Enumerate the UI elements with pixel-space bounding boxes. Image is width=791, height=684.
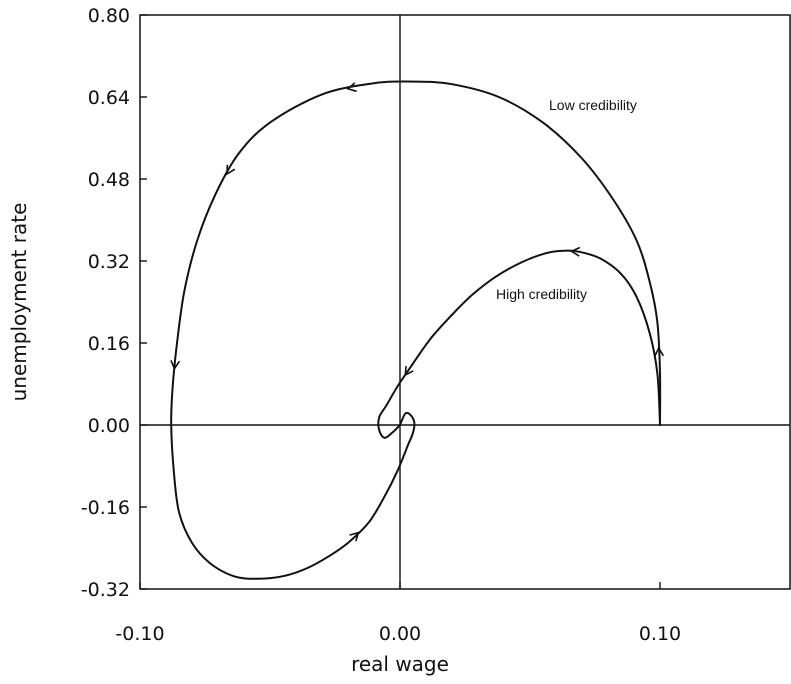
direction-arrow <box>346 82 357 93</box>
series-line-low-credibility <box>170 80 662 580</box>
plot-frame <box>139 14 791 590</box>
y-tick-label: -0.32 <box>81 579 130 601</box>
annotation-low-credibility: Low credibility <box>549 97 637 113</box>
y-tick-label: 0.32 <box>88 251 130 273</box>
y-axis-title: unemployment rate <box>7 203 31 402</box>
x-axis-title: real wage <box>351 652 449 676</box>
x-tick-label: -0.10 <box>115 623 164 645</box>
reference-axes <box>140 15 790 589</box>
trajectory-curves <box>170 80 662 580</box>
y-tick-label: 0.48 <box>88 169 130 191</box>
direction-arrow <box>226 164 236 176</box>
y-axis-ticks: 0.80 0.64 0.48 0.32 0.16 0.00 -0.16 -0.32 <box>81 5 147 601</box>
direction-arrows <box>170 82 665 542</box>
y-tick-label: 0.00 <box>88 415 130 437</box>
x-tick-label: 0.00 <box>379 623 421 645</box>
y-tick-label: 0.16 <box>88 333 130 355</box>
direction-arrow <box>404 366 414 377</box>
annotation-high-credibility: High credibility <box>496 286 587 302</box>
direction-arrow <box>170 360 181 371</box>
series-line-high-credibility <box>377 249 661 439</box>
direction-arrow <box>569 246 581 257</box>
y-tick-label: 0.64 <box>88 87 130 109</box>
y-tick-label: -0.16 <box>81 497 130 519</box>
y-tick-label: 0.80 <box>88 5 130 27</box>
direction-arrow <box>654 346 665 357</box>
x-axis-ticks: -0.10 0.00 0.10 <box>115 582 681 645</box>
direction-arrow <box>349 531 360 542</box>
x-tick-label: 0.10 <box>639 623 681 645</box>
